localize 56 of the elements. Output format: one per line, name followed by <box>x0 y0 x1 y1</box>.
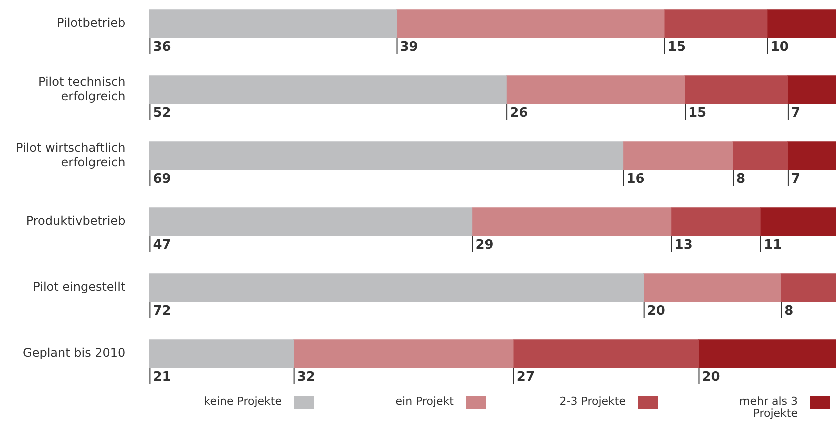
bar <box>149 340 294 368</box>
bar <box>396 10 665 38</box>
data-label: 27 <box>516 370 536 385</box>
data-label: 7 <box>791 172 801 187</box>
data-label: 15 <box>688 106 707 121</box>
legend-label: mehr als 3 Projekte <box>738 395 798 420</box>
data-label: 13 <box>674 238 693 253</box>
data-label: 11 <box>764 238 782 253</box>
legend-label: 2-3 Projekte <box>560 395 626 408</box>
bar <box>513 340 700 368</box>
data-label: 52 <box>153 106 172 121</box>
data-label: 32 <box>297 370 316 385</box>
data-label: 8 <box>736 172 746 187</box>
y-tick-label: Pilot technisch erfolgreich <box>38 74 126 104</box>
y-tick-label: Pilotbetrieb <box>57 16 126 30</box>
bar <box>644 274 782 302</box>
data-label: 8 <box>784 304 794 319</box>
bar <box>506 76 686 104</box>
bar <box>788 76 836 104</box>
data-label: 39 <box>400 40 418 55</box>
legend-label: ein Projekt <box>396 395 454 408</box>
bar <box>698 340 836 368</box>
data-label: 20 <box>647 304 666 319</box>
y-tick-label: Pilot wirtschaftlich erfolgreich <box>16 140 126 170</box>
bar <box>149 142 624 170</box>
data-label: 10 <box>770 40 789 55</box>
data-label: 72 <box>153 304 172 319</box>
data-label: 20 <box>702 370 720 385</box>
data-label: 69 <box>153 172 172 187</box>
data-label: 21 <box>153 370 172 385</box>
bar <box>760 208 836 236</box>
data-label: 29 <box>476 238 494 253</box>
bar <box>149 10 398 38</box>
y-tick-label: Produktivbetrieb <box>26 214 126 228</box>
legend-label: keine Projekte <box>204 395 282 408</box>
data-label: 47 <box>153 238 172 253</box>
bar <box>670 208 761 236</box>
y-tick-label: Pilot eingestellt <box>33 280 126 294</box>
data-label: 15 <box>668 40 686 55</box>
data-label: 7 <box>791 106 801 121</box>
bar <box>622 142 734 170</box>
bar <box>149 76 507 104</box>
y-tick-label: Geplant bis 2010 <box>23 346 126 360</box>
data-label: 16 <box>626 172 645 187</box>
bar <box>149 274 644 302</box>
bar <box>732 142 788 170</box>
bar <box>767 10 836 38</box>
bar <box>788 142 836 170</box>
bar <box>780 274 836 302</box>
bar <box>293 340 514 368</box>
data-label: 26 <box>510 106 528 121</box>
bar <box>664 10 768 38</box>
data-label: 36 <box>153 40 172 55</box>
bar <box>472 208 672 236</box>
bar <box>684 76 788 104</box>
bar <box>149 208 473 236</box>
